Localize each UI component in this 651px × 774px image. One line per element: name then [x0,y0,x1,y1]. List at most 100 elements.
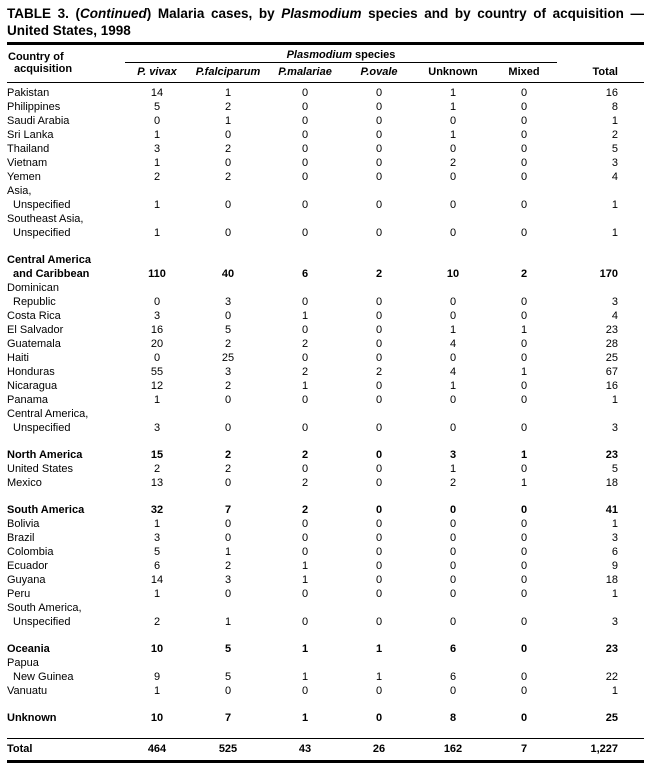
value-cell: 0 [520,171,528,183]
value-cell: 1 [224,546,232,558]
table-row: Thailand 3 2 0 0 0 0 5 [7,142,644,156]
value-cell: 2 [449,477,457,489]
row-label: Central America, Unspecified [7,408,89,434]
value-cell: 0 [520,532,528,544]
value-cell: 9 [153,671,161,683]
table-row: Yemen 2 2 0 0 0 0 4 [7,170,644,184]
value-cell: 0 [301,101,309,113]
value-cell: 1 [520,366,528,378]
value-cell: 0 [301,129,309,141]
value-cell: 1 [153,685,161,697]
row-label: Southeast Asia, Unspecified [7,213,84,239]
value-cell: 0 [449,352,457,364]
value-cell: 0 [375,463,383,475]
value-cell: 0 [375,380,383,392]
value-cell: 2 [375,268,383,280]
value-cell: 55 [150,366,164,378]
table-row: South America 32 7 2 0 0 0 41 [7,503,644,517]
value-cell: 3 [153,422,161,434]
total-cell: 18 [605,477,618,489]
value-cell: 0 [520,560,528,572]
header-row-species: P. vivax P.falciparum P.malariae P.ovale… [7,62,644,83]
table-row: Southeast Asia, Unspecified 1 0 0 0 0 0 1 [7,212,644,240]
value-cell: 0 [301,324,309,336]
value-cell: 0 [449,296,457,308]
value-cell: 43 [267,738,343,762]
spacer-cell [7,490,644,503]
value-cell: 0 [224,199,232,211]
table-row: Bolivia 1 0 0 0 0 0 1 [7,517,644,531]
row-label: Sri Lanka [7,129,54,141]
value-cell: 1 [224,115,232,127]
value-cell: 0 [449,143,457,155]
row-header-line2: acquisition [14,63,73,75]
table-row: Mexico 13 0 2 0 2 1 18 [7,476,644,490]
table-row: Vietnam 1 0 0 0 2 0 3 [7,156,644,170]
value-cell: 32 [150,504,164,516]
value-cell: 1 [449,129,457,141]
value-cell: 1 [301,310,309,322]
value-cell: 0 [153,115,161,127]
table-row: Vanuatu 1 0 0 0 0 0 1 [7,684,644,698]
row-label: Unknown [7,712,57,724]
value-cell: 0 [375,199,383,211]
spacer-cell [7,435,644,448]
table-row: Central America, Unspecified 3 0 0 0 0 0 3 [7,407,644,435]
value-cell: 0 [520,380,528,392]
title-plasmodium: Plasmodium [281,6,362,21]
row-label: Asia, Unspecified [7,185,71,211]
header-row-group: Country of acquisition Plasmodium specie… [7,46,644,83]
col-header-mixed: Mixed [491,62,557,83]
value-cell: 0 [375,546,383,558]
value-cell: 1 [153,588,161,600]
value-cell: 0 [520,338,528,350]
value-cell: 0 [520,157,528,169]
value-cell: 14 [150,87,164,99]
value-cell: 2 [224,463,232,475]
total-cell: 22 [605,671,618,683]
row-label: Pakistan [7,87,50,99]
value-cell: 0 [375,616,383,628]
value-cell: 0 [301,199,309,211]
value-cell: 0 [520,574,528,586]
value-cell: 7 [491,738,557,762]
value-cell: 0 [375,352,383,364]
total-cell: 1 [611,227,618,239]
value-cell: 0 [520,616,528,628]
value-cell: 0 [449,310,457,322]
value-cell: 1 [375,643,383,655]
col-header-total: Total [557,46,644,83]
value-cell: 0 [301,422,309,434]
value-cell: 4 [449,338,457,350]
value-cell: 0 [224,394,232,406]
total-cell: 1,227 [557,738,644,762]
value-cell: 1 [153,199,161,211]
value-cell: 2 [301,477,309,489]
value-cell: 0 [520,143,528,155]
spacer-row [7,435,644,448]
value-cell: 0 [449,504,457,516]
table-body: Pakistan 14 1 0 0 1 0 16 Philippines 5 2 0 0 1 0 8 Saudi… [7,83,644,762]
total-cell: 67 [605,366,618,378]
spacer-row [7,240,644,253]
total-cell: 4 [611,310,618,322]
table-row: Dominican Republic 0 3 0 0 0 0 3 [7,281,644,309]
value-cell: 0 [224,422,232,434]
total-cell: 25 [605,712,618,724]
value-cell: 0 [520,227,528,239]
group-header-italic: Plasmodium [286,49,352,61]
value-cell: 1 [520,477,528,489]
total-cell: 41 [605,504,618,516]
value-cell: 0 [375,685,383,697]
total-cell: 23 [605,324,618,336]
value-cell: 0 [301,157,309,169]
value-cell: 0 [224,157,232,169]
value-cell: 6 [153,560,161,572]
total-cell: 23 [605,449,618,461]
value-cell: 2 [153,616,161,628]
value-cell: 0 [520,115,528,127]
value-cell: 7 [224,504,232,516]
value-cell: 0 [375,574,383,586]
value-cell: 2 [224,449,232,461]
value-cell: 464 [125,738,189,762]
